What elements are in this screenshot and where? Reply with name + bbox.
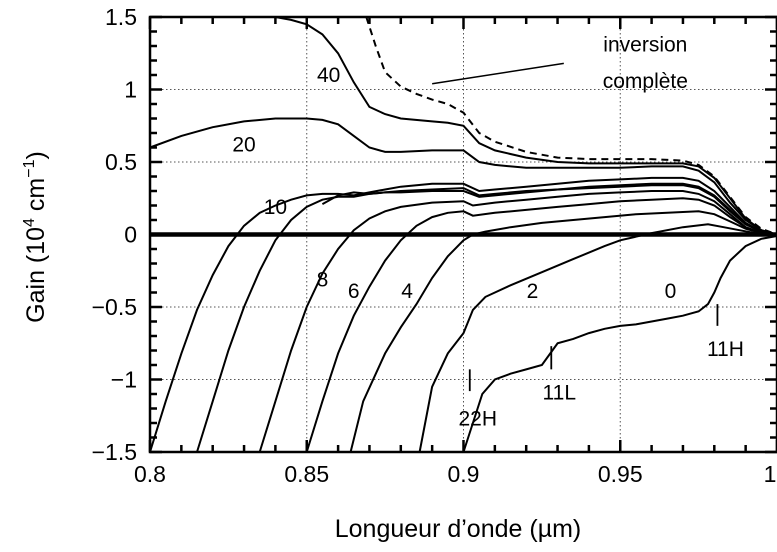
x-tick-label-3: 0.95 (598, 461, 643, 487)
y-tick-label-6: −1.5 (92, 439, 137, 465)
y-tick-label-3: 0 (124, 222, 137, 248)
gain-curve-20 (149, 117, 777, 236)
y-tick-label-0: 1.5 (105, 4, 137, 30)
y-axis-title-post: ) (22, 151, 50, 159)
transition-label-22H: 22H (459, 408, 498, 431)
x-axis-title: Longueur d’onde (µm) (335, 515, 582, 543)
annotations: inversion complète 22H 11L 11H (432, 34, 744, 431)
curve-label-6: 6 (348, 280, 360, 303)
annotation-text-0: inversion (603, 34, 687, 57)
y-tick-label-1: 1 (124, 77, 137, 103)
x-tick-label-2: 0.9 (448, 461, 480, 487)
gain-curve-2 (418, 223, 777, 453)
curve-label-40: 40 (317, 64, 340, 87)
curve-label-4: 4 (401, 280, 413, 303)
x-tick-label-0: 0.8 (134, 461, 166, 487)
gain-curve-40 (275, 16, 777, 236)
annotation-pointer-line (432, 62, 564, 85)
x-tick-label-4: 1 (764, 461, 777, 487)
transition-label-11L: 11L (543, 382, 576, 405)
y-tick-label-2: 0.5 (105, 149, 137, 175)
axis-ticks: 0.8 0.85 0.9 0.95 1 1.5 1 0.5 0 −0.5 −1 −1.5 (92, 4, 777, 487)
curve-label-20: 20 (232, 134, 255, 157)
gain-curve-0 (462, 235, 777, 453)
transition-label-11H: 11H (707, 338, 744, 361)
curve-label-0: 0 (665, 280, 677, 303)
y-axis-title: Gain (104 cm−1) (21, 151, 50, 323)
y-tick-label-4: −0.5 (92, 294, 137, 320)
gain-curve-unlabeled-7 (321, 184, 777, 236)
gain-curves (149, 16, 777, 453)
annotation-text-1: complète (603, 70, 688, 93)
gain-curve-8 (258, 190, 777, 453)
gain-curve-6 (305, 197, 777, 453)
y-tick-label-5: −1 (111, 367, 137, 393)
curve-label-2: 2 (527, 280, 539, 303)
y-axis-title-pre: Gain (10 (22, 227, 50, 323)
gain-curve-4 (349, 210, 777, 453)
curve-label-8: 8 (317, 268, 329, 291)
y-axis-title-mid: cm (22, 178, 50, 218)
curve-label-10: 10 (264, 196, 287, 219)
y-axis-title-exp1: 4 (21, 218, 38, 227)
y-axis-title-exp2: −1 (21, 159, 38, 177)
gain-curve-inversion-complète (365, 16, 777, 236)
gain-curve-10 (196, 182, 777, 453)
x-tick-label-1: 0.85 (284, 461, 329, 487)
